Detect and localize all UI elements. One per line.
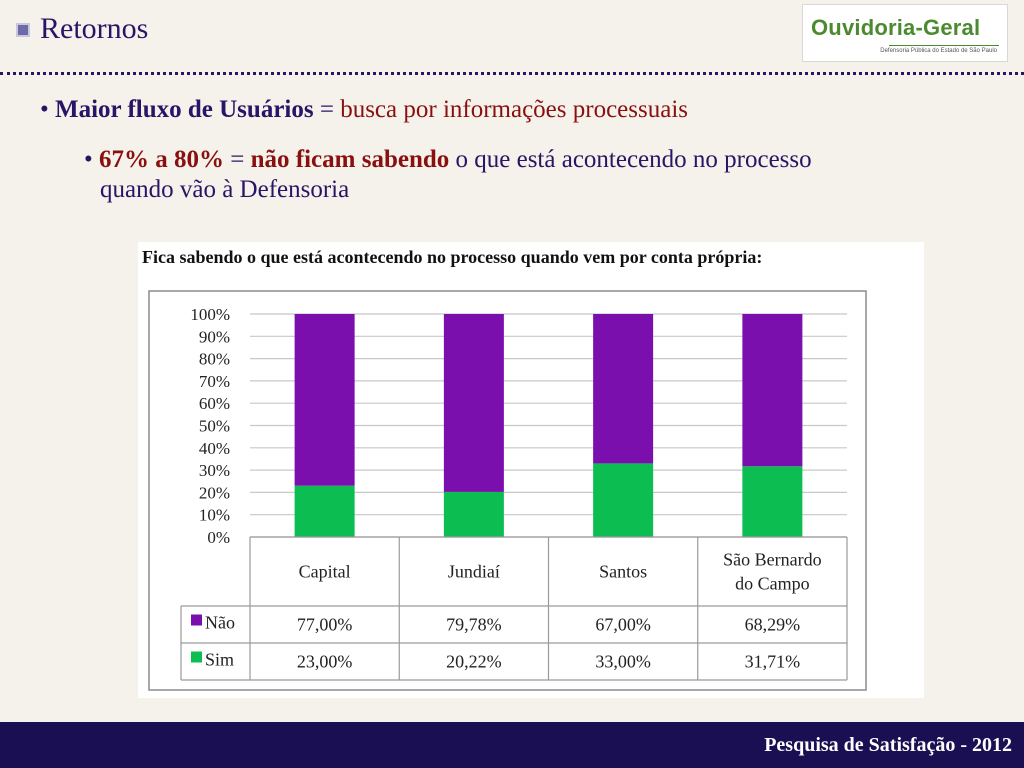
bar-sim [443,491,504,537]
square-bullet-icon [16,23,30,37]
bullet-1-rest: busca por informações processuais [340,96,689,123]
bar-nao [593,314,654,464]
bullet-2-equals: = [224,146,251,173]
bar-sim [593,463,654,537]
category-label: do Campo [735,574,810,594]
bar-sim [742,466,803,537]
data-label: 20,22% [446,652,502,672]
data-label: 67,00% [595,615,651,635]
chart-title: Fica sabendo o que está acontecendo no p… [142,247,763,267]
logo-divider [889,45,999,46]
bullet-2-rest: o que está acontecendo no processo [449,146,812,173]
legend-key [191,651,202,663]
footer-bar: Pesquisa de Satisfação - 2012 [0,722,1024,768]
legend-key [191,614,202,626]
data-label: 23,00% [297,652,353,672]
legend-label: Não [205,613,235,633]
data-label: 77,00% [297,615,353,635]
y-tick-label: 90% [199,327,230,346]
bullet-2: • 67% a 80% = não ficam sabendo o que es… [84,145,984,205]
bar-sim [294,485,355,537]
category-label: São Bernardo [723,550,821,570]
slide-title: Retornos [16,12,148,46]
title-divider [0,72,1024,75]
y-tick-label: 10% [199,506,230,525]
chart-panel: Fica sabendo o que está acontecendo no p… [138,242,924,698]
legend-label: Sim [205,650,234,670]
y-tick-label: 30% [199,461,230,480]
category-label: Jundiaí [448,562,500,582]
bullet-1-bold: Maior fluxo de Usuários [55,96,314,123]
bar-nao [443,314,504,492]
y-tick-label: 40% [199,439,230,458]
bullet-dot: • [84,146,100,173]
bullet-2-line2: quando vão à Defensoria [100,176,350,203]
data-label: 31,71% [745,652,801,672]
bullet-1: • Maior fluxo de Usuários = busca por in… [40,96,688,124]
data-label: 68,29% [745,615,801,635]
bar-nao [294,314,355,486]
logo-name: Ouvidoria-Geral [811,15,981,40]
y-tick-label: 0% [207,528,230,547]
stacked-bar-chart: 0% 10% 20% 30% 40% 50% 60% 70% 80% 90% 100% Capital… [148,290,867,691]
slide-title-text: Retornos [40,12,149,45]
bar-nao [742,314,803,467]
ouvidoria-logo: Ouvidoria-Geral Defensoria Pública do Es… [802,4,1008,62]
category-label: Santos [599,562,647,582]
data-label: 79,78% [446,615,502,635]
footer-text: Pesquisa de Satisfação - 2012 [764,734,1012,756]
category-label: Capital [299,562,351,582]
y-tick-label: 100% [190,305,230,324]
bullet-2-bold: não ficam sabendo [250,146,450,173]
logo-subtext: Defensoria Pública do Estado de São Paul… [880,48,997,54]
y-tick-label: 60% [199,394,230,413]
chart-frame [148,290,867,691]
data-label: 33,00% [595,652,651,672]
bullet-1-equals: = [313,96,341,123]
y-tick-label: 20% [199,483,230,502]
bullet-2-percent: 67% a 80% [99,146,225,173]
y-tick-label: 50% [199,417,230,436]
y-tick-label: 80% [199,350,230,369]
bullet-dot: • [40,96,56,123]
y-tick-label: 70% [199,372,230,391]
